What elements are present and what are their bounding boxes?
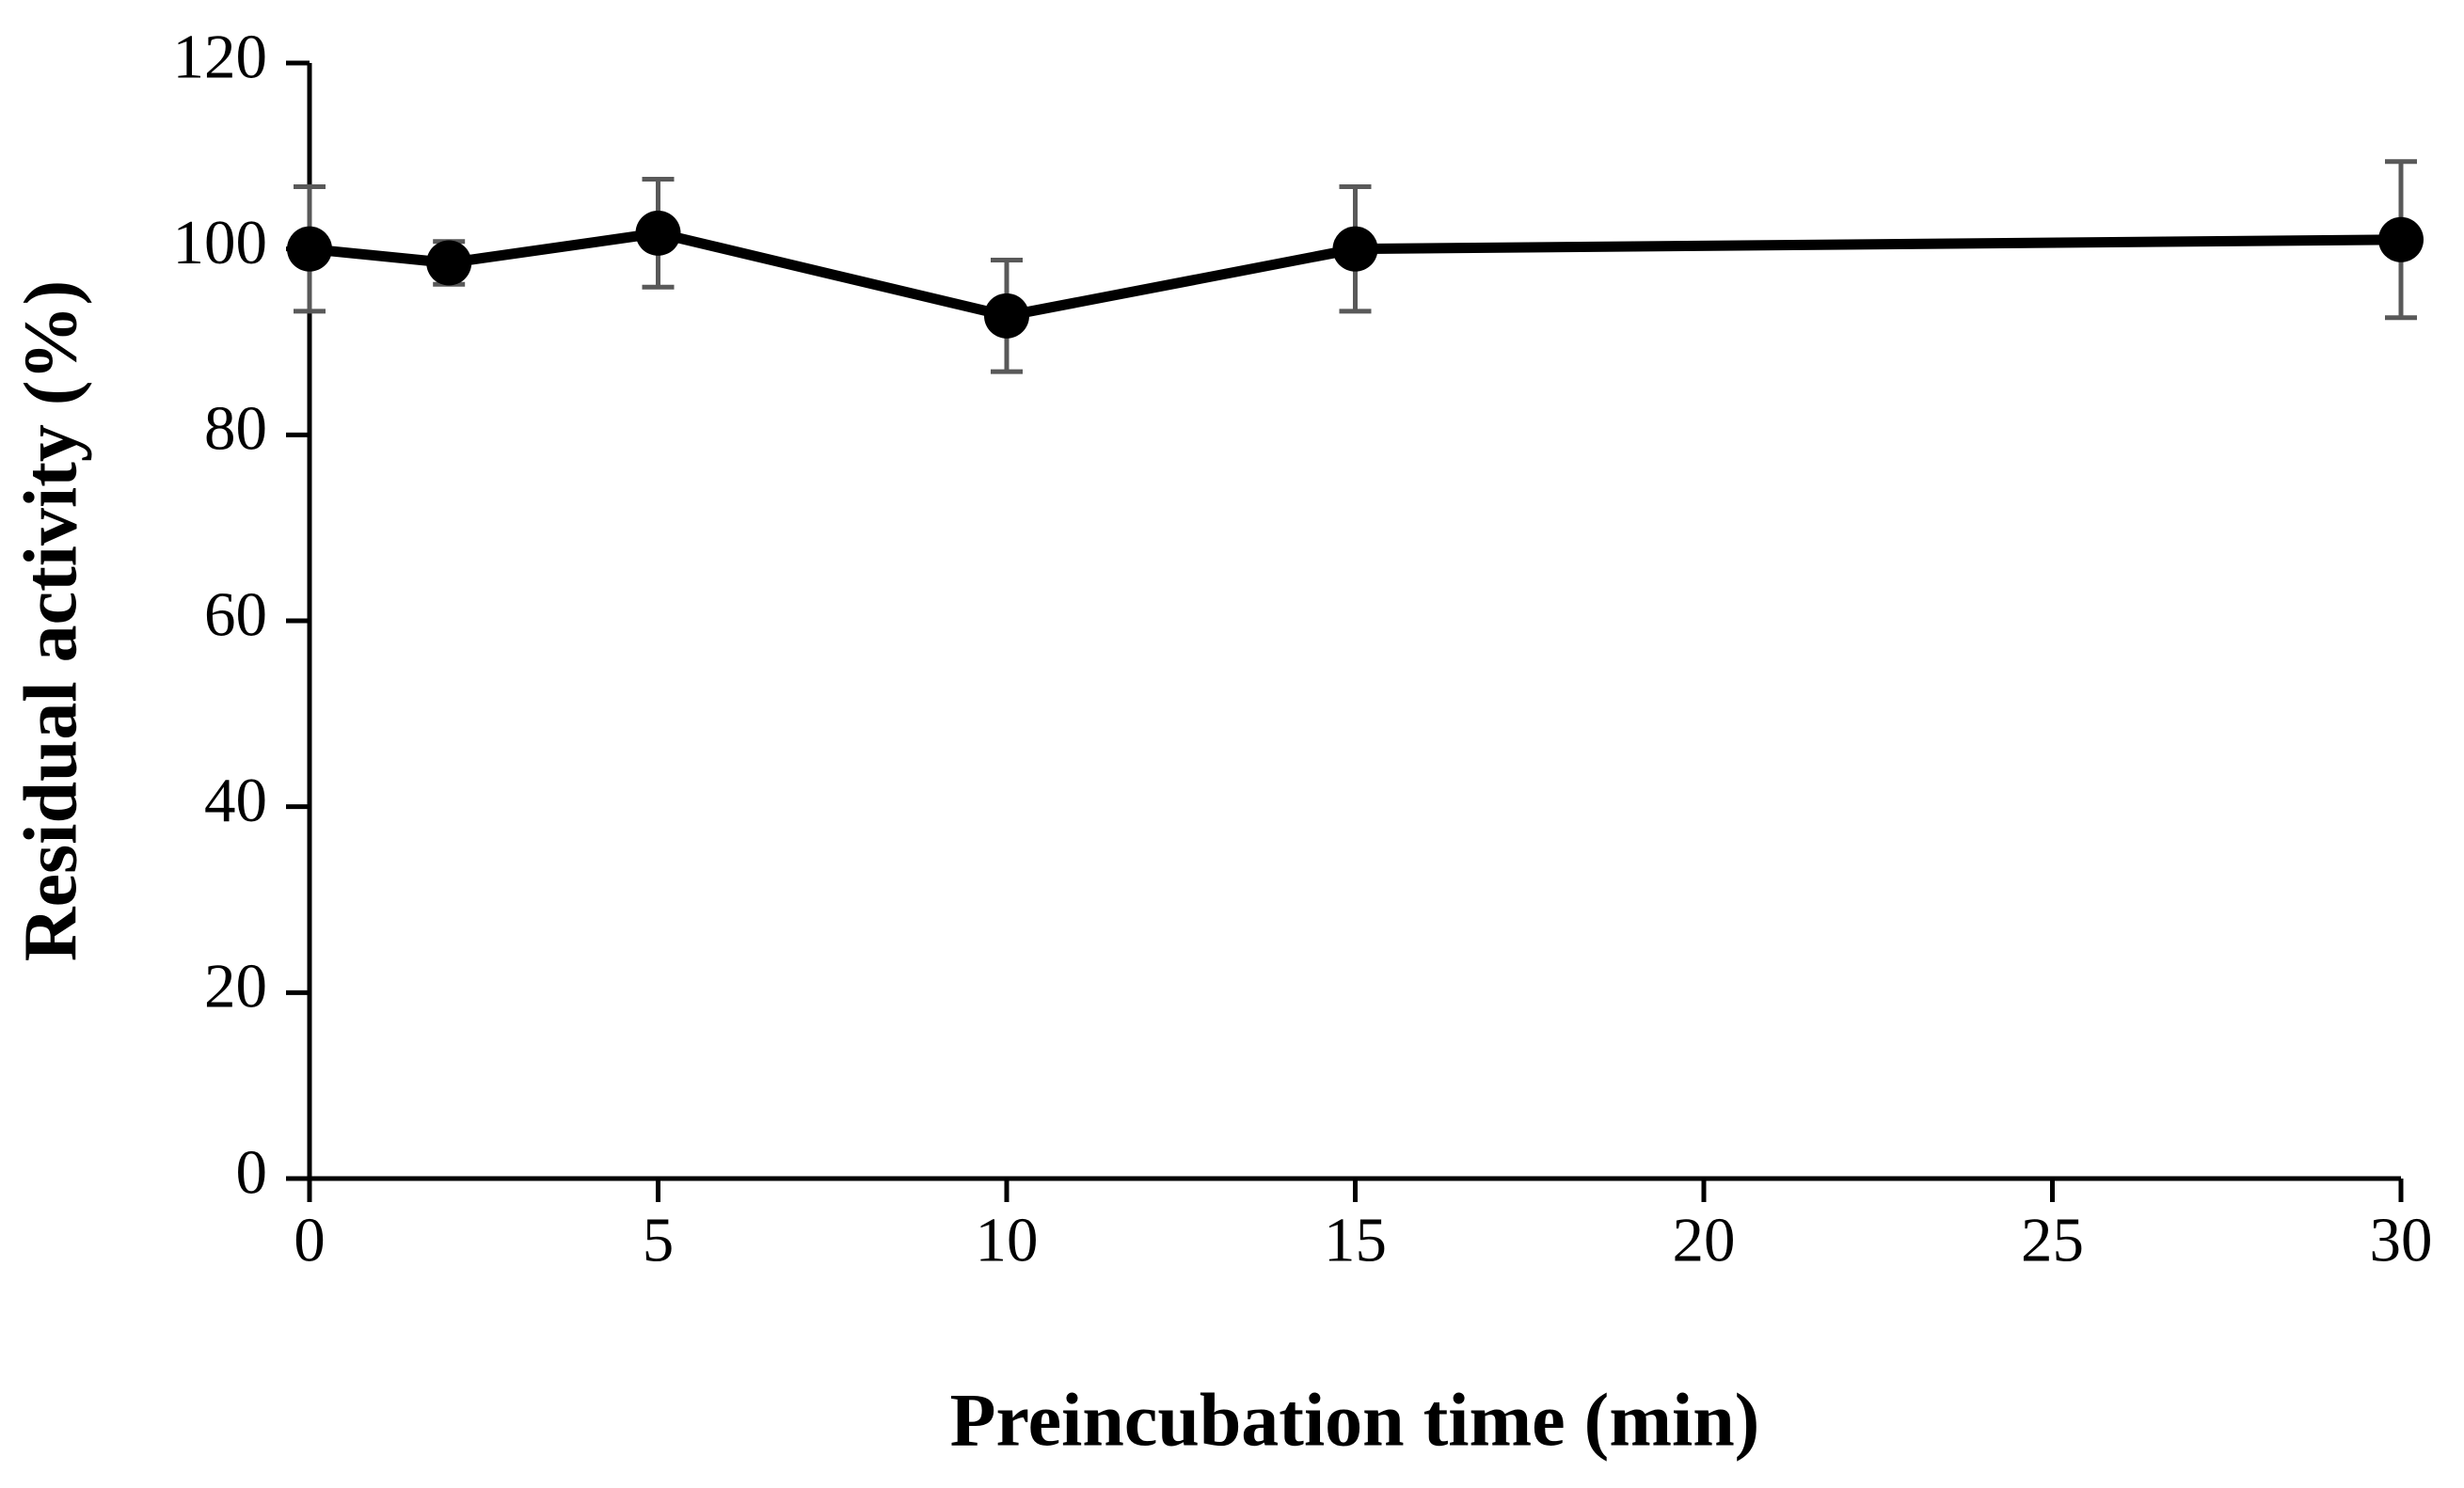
point — [984, 293, 1029, 339]
point — [426, 240, 472, 286]
x-tick-label: 5 — [643, 1205, 675, 1274]
line — [309, 228, 2402, 322]
y-tick-label: 60 — [204, 579, 267, 649]
x-tick-label: 10 — [976, 1205, 1039, 1274]
y-tick-label: 40 — [204, 766, 267, 835]
y-tick-label: 20 — [204, 952, 267, 1021]
point — [2378, 216, 2424, 262]
y-tick-label: 100 — [173, 208, 268, 277]
x-tick-label: 20 — [1673, 1205, 1736, 1274]
point — [1332, 226, 1378, 272]
y-axis-title: Residual activity (%) — [9, 280, 92, 961]
y-tick-label: 0 — [236, 1137, 268, 1207]
x-tick-label: 30 — [2370, 1205, 2433, 1274]
y-tick-label: 120 — [173, 22, 268, 91]
x-tick-label: 0 — [294, 1205, 326, 1274]
x-tick-label: 15 — [1324, 1205, 1387, 1274]
point — [287, 226, 332, 272]
x-axis-title: Preincubation time (min) — [950, 1379, 1760, 1462]
x-tick-label: 25 — [2021, 1205, 2084, 1274]
point — [635, 210, 681, 256]
y-tick-label: 80 — [204, 394, 267, 464]
